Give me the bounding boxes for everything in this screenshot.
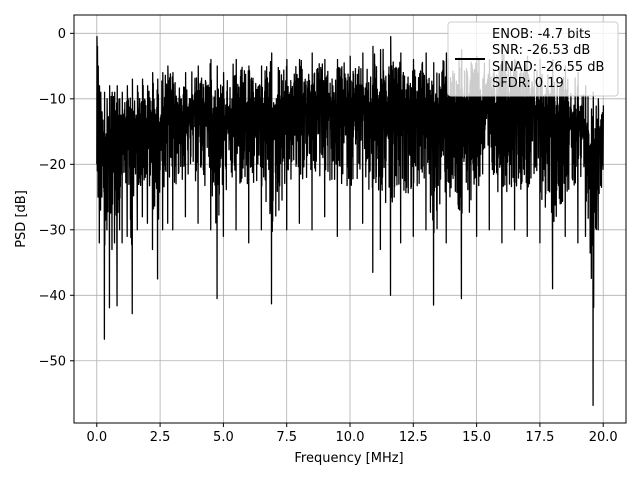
- y-tick-label: −20: [39, 158, 66, 173]
- y-tick-label: −30: [39, 223, 66, 238]
- legend: ENOB: -4.7 bits SNR: -26.53 dB SINAD: -2…: [447, 21, 619, 97]
- x-axis-label: Frequency [MHz]: [294, 451, 403, 466]
- legend-entry-sfdr: SFDR: 0.19: [492, 76, 564, 91]
- legend-entry-snr: SNR: -26.53 dB: [492, 43, 590, 58]
- x-axis: 0.0 2.5 5.0 7.5 10.0 12.5 15.0 17.5 20.0: [86, 423, 618, 445]
- legend-entry-enob: ENOB: -4.7 bits: [492, 27, 591, 42]
- y-tick-label: −40: [39, 289, 66, 304]
- x-tick-label: 10.0: [336, 430, 365, 445]
- y-tick-label: −50: [39, 354, 66, 369]
- x-tick-label: 20.0: [589, 430, 618, 445]
- legend-entry-sinad: SINAD: -26.55 dB: [492, 60, 604, 75]
- legend-box: [447, 21, 619, 97]
- y-axis-label: PSD [dB]: [14, 190, 29, 248]
- y-axis: 0 −10 −20 −30 −40 −50: [39, 27, 74, 369]
- psd-series: [96, 35, 605, 406]
- x-tick-label: 0.0: [86, 430, 107, 445]
- y-tick-label: 0: [58, 27, 66, 42]
- x-tick-label: 12.5: [399, 430, 428, 445]
- x-tick-label: 5.0: [213, 430, 234, 445]
- y-tick-label: −10: [39, 92, 66, 107]
- psd-line: [96, 35, 605, 406]
- x-tick-label: 2.5: [150, 430, 171, 445]
- x-tick-label: 15.0: [462, 430, 491, 445]
- x-tick-label: 17.5: [525, 430, 554, 445]
- x-tick-label: 7.5: [276, 430, 297, 445]
